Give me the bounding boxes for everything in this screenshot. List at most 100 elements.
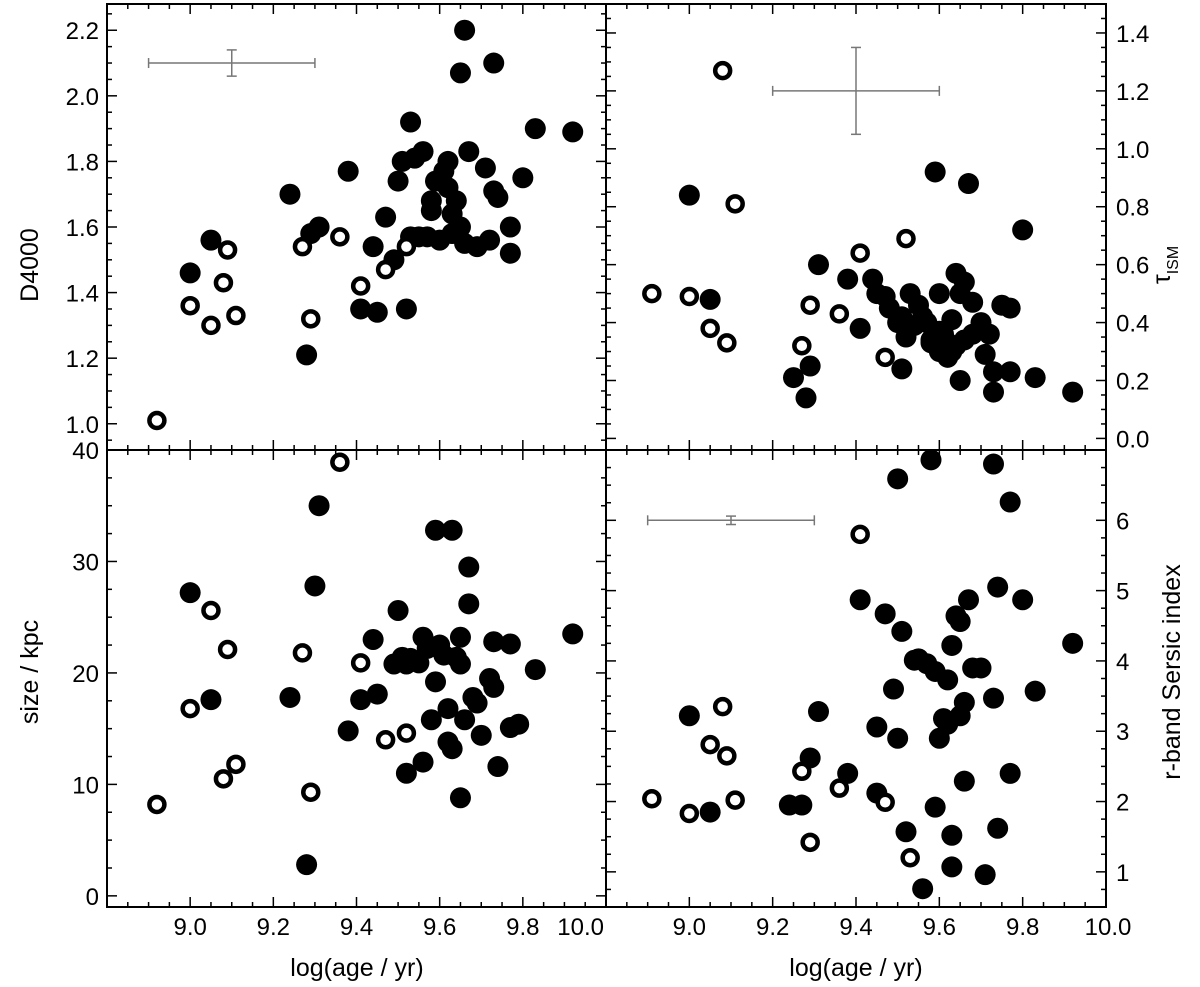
- data-point-filled: [437, 150, 459, 172]
- x-tick-label: 9.0: [673, 914, 706, 941]
- data-point-open: [717, 746, 737, 766]
- data-point-filled: [362, 236, 384, 258]
- xlabel-log-age-right: log(age / yr): [789, 954, 922, 982]
- data-point-open: [712, 696, 733, 717]
- data-point-filled: [524, 118, 546, 140]
- data-point-filled: [953, 770, 975, 792]
- y-tick-label: 1: [1116, 860, 1129, 887]
- data-point-open: [292, 236, 313, 257]
- data-point-filled: [924, 161, 946, 183]
- data-point-filled: [962, 323, 984, 345]
- data-point-filled: [508, 713, 530, 735]
- data-point-filled: [783, 367, 804, 389]
- data-point-filled: [483, 52, 505, 74]
- data-point-filled: [179, 582, 201, 604]
- data-point-filled: [474, 157, 496, 179]
- data-point-filled: [941, 824, 963, 846]
- data-point-filled: [441, 738, 463, 760]
- data-point-filled: [928, 320, 950, 342]
- data-point-filled: [479, 229, 501, 251]
- data-point-filled: [449, 653, 471, 675]
- data-point-filled: [470, 724, 492, 746]
- y-tick-label: 2: [1116, 790, 1129, 817]
- errorbar-bottom-right: [646, 515, 816, 526]
- data-point-filled: [412, 751, 434, 773]
- data-point-open: [679, 803, 700, 824]
- panel-plot-bottom-right: 9.0 9.2 9.4 9.6 9.8 10.0 1 2 3 4 5 6: [605, 449, 1132, 941]
- data-point-open: [330, 452, 350, 473]
- y-tick-label: 0.4: [1116, 311, 1149, 338]
- data-point-open: [180, 295, 200, 316]
- y-tick-label: 20: [72, 661, 99, 688]
- data-point-filled: [849, 317, 871, 339]
- x-tick-label: 9.6: [923, 914, 956, 941]
- data-point-filled: [562, 121, 584, 143]
- data-point-filled: [978, 323, 1000, 345]
- data-point-filled: [416, 226, 438, 248]
- ylabel-tau-sub: ISM: [1165, 246, 1182, 274]
- data-point-open: [800, 832, 820, 853]
- x-tick-label: 9.2: [756, 914, 789, 941]
- data-point-open: [396, 236, 417, 257]
- ylabel-d4000: D4000: [16, 228, 44, 302]
- data-point-filled: [1012, 589, 1034, 611]
- x-tick-label: 10.0: [557, 914, 604, 941]
- data-point-filled: [999, 491, 1021, 513]
- y-tick-label: 1.0: [66, 412, 99, 439]
- data-point-filled: [279, 183, 301, 205]
- data-point-filled: [953, 691, 975, 713]
- data-point-filled: [483, 676, 505, 698]
- data-point-filled: [937, 669, 959, 691]
- data-point-filled: [483, 631, 505, 653]
- data-point-filled: [1012, 219, 1034, 241]
- data-point-filled: [983, 361, 1004, 383]
- y-tick-label: 1.4: [66, 281, 99, 308]
- data-point-open: [330, 227, 350, 247]
- data-point-filled: [924, 796, 946, 818]
- data-point-open: [792, 335, 812, 356]
- data-point-filled: [933, 708, 954, 730]
- data-point-open: [679, 286, 700, 307]
- data-point-open: [700, 734, 720, 755]
- data-point-filled: [891, 620, 913, 642]
- data-point-open: [292, 643, 313, 663]
- x-tick-label: 9.8: [1006, 914, 1039, 941]
- data-point-open: [875, 347, 895, 368]
- data-point-open: [725, 790, 745, 810]
- data-point-filled: [499, 633, 521, 655]
- data-point-filled: [883, 678, 904, 700]
- data-point-filled: [454, 19, 476, 41]
- data-point-filled: [1062, 381, 1084, 403]
- data-point-filled: [420, 190, 442, 212]
- x-tick-label: 10.0: [1085, 914, 1132, 941]
- data-point-filled: [949, 369, 971, 391]
- data-point-filled: [420, 709, 442, 731]
- y-tick-label: 1.2: [1116, 79, 1149, 106]
- data-point-open: [829, 778, 850, 798]
- y-tick-label: 6: [1116, 508, 1129, 535]
- data-point-filled: [699, 288, 721, 310]
- data-point-open: [301, 782, 321, 802]
- panel-top-right: τISM: [1148, 246, 1182, 284]
- data-point-filled: [400, 111, 422, 133]
- data-point-filled: [466, 692, 488, 714]
- data-point-filled: [962, 291, 984, 313]
- data-point-open: [217, 240, 238, 260]
- data-point-open: [896, 228, 916, 249]
- x-tick-label: 9.6: [423, 914, 456, 941]
- points-bottom-left: [147, 452, 584, 876]
- data-point-filled: [891, 358, 913, 380]
- data-point-filled: [970, 657, 992, 679]
- data-point-filled: [983, 687, 1004, 709]
- x-tick-label: 9.0: [173, 914, 206, 941]
- x-tick-label: 9.8: [506, 914, 539, 941]
- panel-bottom-right: r-band Sersic index log(age / yr): [789, 564, 1186, 982]
- data-point-filled: [458, 593, 480, 615]
- data-point-filled: [425, 519, 447, 541]
- y-tick-label: 2.2: [66, 18, 99, 45]
- ylabel-tau-ism: τISM: [1148, 246, 1182, 284]
- data-point-filled: [499, 216, 521, 238]
- data-point-filled: [808, 701, 829, 723]
- y-tick-label: 40: [72, 438, 99, 465]
- data-point-filled: [941, 856, 963, 878]
